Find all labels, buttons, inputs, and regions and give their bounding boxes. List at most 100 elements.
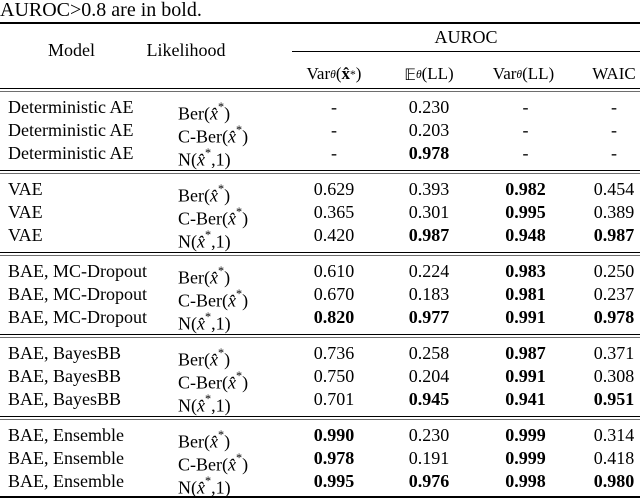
auroc-value-cell: 0.736: [313, 343, 355, 363]
table-row: BAE, BayesBB C-Ber(x̂*) 0.750 0.204 0.991 0.3…: [0, 365, 640, 393]
auroc-value-cell: 0.987: [408, 225, 450, 245]
math-part: ): [224, 349, 231, 370]
auroc-value-cell: 0.610: [313, 261, 355, 281]
auroc-value-cell: 0.230: [408, 97, 450, 117]
auroc-value-cell: 0.977: [408, 307, 450, 327]
auroc-value-cell: 0.983: [505, 261, 546, 281]
model-cell: BAE, MC-Dropout: [8, 284, 147, 304]
math-part: *: [217, 428, 225, 442]
math-part: ,1): [211, 231, 231, 252]
math-part: *: [205, 474, 212, 488]
table-row: BAE, BayesBB N(x̂*,1) 0.701 0.945 0.941 0.951: [0, 388, 640, 416]
math-part: N(: [178, 313, 197, 334]
likelihood-cell: C-Ber(x̂*): [143, 119, 287, 149]
table-row: BAE, Ensemble N(x̂*,1) 0.995 0.976 0.998 0.98…: [0, 470, 640, 498]
likelihood-cell: N(x̂*,1): [143, 306, 287, 336]
auroc-value-cell: 0.250: [593, 261, 635, 281]
math-part: C-Ber(: [178, 290, 228, 311]
table-bottom-rule: [0, 495, 640, 498]
auroc-value-cell: 0.454: [593, 179, 635, 199]
auroc-value-cell: 0.987: [505, 343, 546, 363]
table-row: VAE N(x̂*,1) 0.420 0.987 0.948 0.987: [0, 224, 640, 252]
column-header-var-ll: Var θ (LL): [477, 60, 570, 88]
auroc-value-cell: -: [331, 120, 337, 140]
likelihood-cell: C-Ber(x̂*): [143, 447, 287, 477]
table-section: VAE Ber(x̂*) 0.629 0.393 0.982 0.454 VAE C-Ber(…: [0, 178, 640, 252]
math-part: ): [242, 372, 249, 393]
math-part: C-Ber(: [178, 372, 228, 393]
model-cell: Deterministic AE: [8, 143, 134, 163]
auroc-value-cell: 0.987: [593, 225, 635, 245]
auroc-value-cell: 0.941: [505, 389, 546, 409]
table-row: BAE, MC-Dropout N(x̂*,1) 0.820 0.977 0.991 0.…: [0, 306, 640, 334]
math-part: *: [217, 346, 225, 360]
table-row: VAE Ber(x̂*) 0.629 0.393 0.982 0.454: [0, 178, 640, 206]
math-part: *: [350, 67, 356, 81]
math-part: Ber(: [178, 431, 210, 452]
math-part: Ber(: [178, 185, 210, 206]
math-part: x̂: [209, 431, 218, 452]
model-cell: BAE, Ensemble: [8, 471, 124, 491]
likelihood-cell: Ber(x̂*): [143, 260, 287, 290]
math-part: WAIC: [592, 64, 636, 83]
math-part: *: [205, 228, 212, 242]
math-part: C-Ber(: [178, 454, 228, 475]
math-part: N(: [178, 231, 197, 252]
auroc-value-cell: 0.389: [593, 202, 635, 222]
math-part: C-Ber(: [178, 208, 228, 229]
math-part: ): [224, 185, 231, 206]
auroc-value-cell: -: [522, 97, 529, 117]
math-part: ,1): [211, 477, 231, 498]
table-caption: AUROC>0.8 are in bold.: [0, 0, 202, 21]
math-part: N(: [178, 477, 197, 498]
math-part: ): [242, 126, 249, 147]
table-section: BAE, MC-Dropout Ber(x̂*) 0.610 0.224 0.983 0.…: [0, 260, 640, 334]
auroc-value-cell: -: [331, 143, 337, 163]
model-cell: BAE, Ensemble: [8, 448, 124, 468]
auroc-value-cell: 0.948: [505, 225, 546, 245]
math-part: ): [242, 454, 249, 475]
math-part: x̂: [197, 477, 205, 498]
model-cell: BAE, BayesBB: [8, 389, 122, 409]
math-part: (: [335, 64, 342, 83]
math-part: x̂: [197, 149, 205, 170]
auroc-value-cell: 0.308: [593, 366, 635, 386]
auroc-value-cell: 0.981: [505, 284, 546, 304]
model-cell: VAE: [8, 202, 43, 222]
auroc-value-cell: -: [522, 143, 529, 163]
math-part: ): [242, 208, 249, 229]
likelihood-cell: Ber(x̂*): [143, 96, 287, 126]
auroc-value-cell: 0.991: [505, 366, 546, 386]
auroc-value-cell: 0.237: [593, 284, 635, 304]
math-part: *: [217, 264, 225, 278]
math-part: x̂: [341, 64, 351, 83]
table-row: BAE, MC-Dropout Ber(x̂*) 0.610 0.224 0.983 0.…: [0, 260, 640, 288]
table-row: BAE, MC-Dropout C-Ber(x̂*) 0.670 0.183 0.981…: [0, 283, 640, 311]
likelihood-cell: Ber(x̂*): [143, 424, 287, 454]
math-part: *: [205, 146, 212, 160]
math-part: *: [205, 310, 212, 324]
math-part: x̂: [197, 313, 205, 334]
auroc-value-cell: 0.820: [313, 307, 355, 327]
likelihood-cell: C-Ber(x̂*): [143, 283, 287, 313]
auroc-value-cell: 0.945: [408, 389, 450, 409]
auroc-value-cell: -: [611, 120, 617, 140]
auroc-value-cell: 0.980: [593, 471, 635, 491]
likelihood-cell: C-Ber(x̂*): [143, 201, 287, 231]
auroc-value-cell: 0.418: [593, 448, 635, 468]
header-bottom-rule: [0, 88, 640, 92]
table-row: BAE, Ensemble C-Ber(x̂*) 0.978 0.191 0.999 0.…: [0, 447, 640, 475]
auroc-value-cell: 0.999: [505, 448, 546, 468]
section-separator-rule: [0, 333, 640, 338]
math-part: (LL): [421, 64, 454, 83]
math-part: x̂: [209, 185, 218, 206]
math-part: *: [235, 205, 243, 219]
auroc-value-cell: 0.224: [408, 261, 450, 281]
math-part: θ: [415, 67, 422, 81]
math-part: Ber(: [178, 267, 210, 288]
likelihood-cell: Ber(x̂*): [143, 178, 287, 208]
model-cell: BAE, Ensemble: [8, 425, 124, 445]
table-row: Deterministic AE N(x̂*,1) - 0.978 - -: [0, 142, 640, 170]
auroc-value-cell: -: [611, 97, 617, 117]
